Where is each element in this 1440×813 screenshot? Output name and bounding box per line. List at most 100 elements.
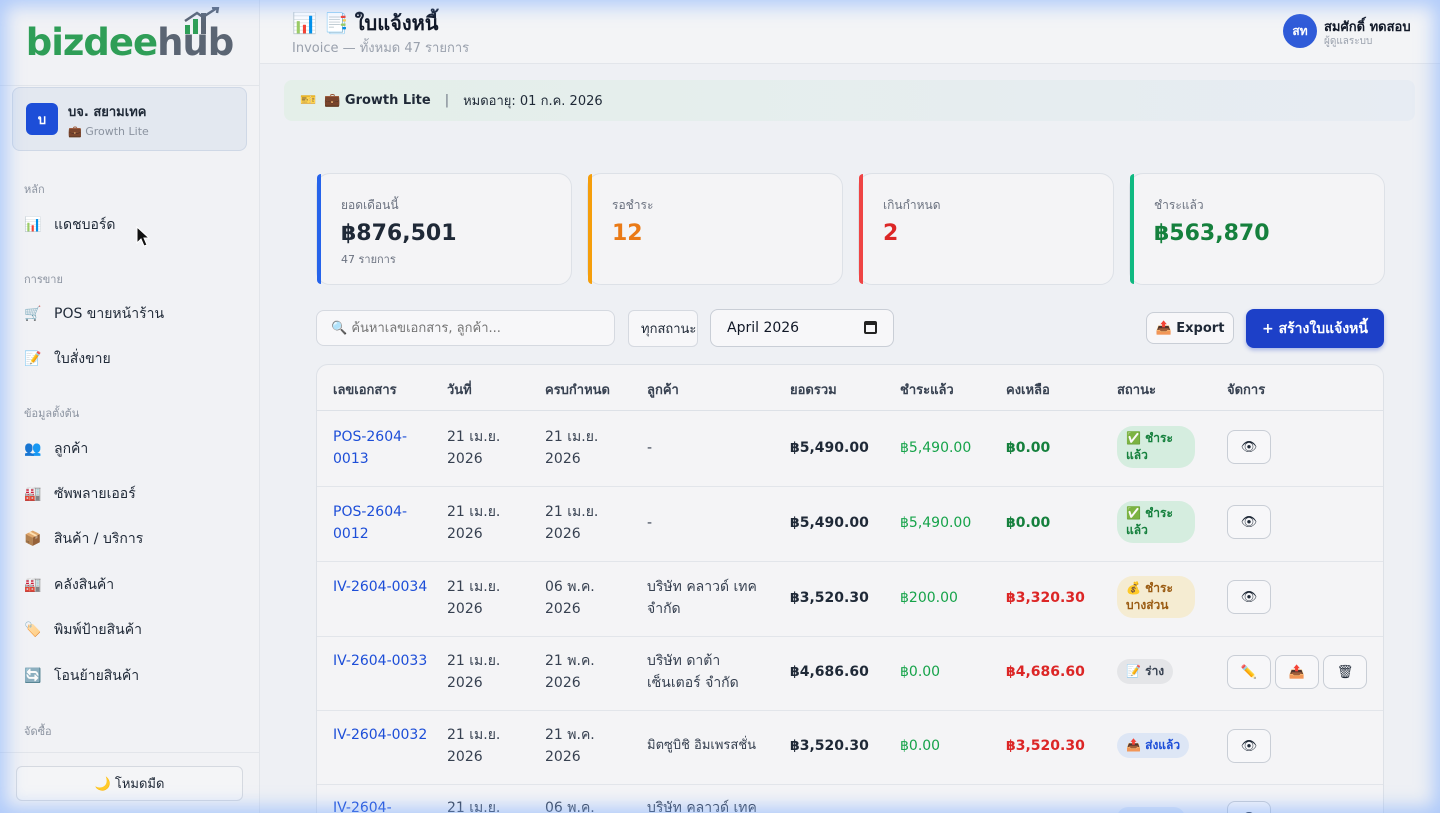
- stat-value: ฿876,501: [341, 221, 457, 246]
- eye-icon: 👁: [1240, 589, 1258, 605]
- view-button[interactable]: 👁: [1227, 801, 1271, 813]
- sidebar-item-warehouse[interactable]: 🏭 คลังสินค้า: [24, 570, 244, 600]
- doc-number-link[interactable]: IV-2604-0034: [333, 579, 428, 595]
- doc-number-link[interactable]: POS-2604-0012: [333, 504, 408, 542]
- org-switcher[interactable]: บ บจ. สยามเทค 💼 Growth Lite: [12, 87, 247, 151]
- sidebar-item-dashboard[interactable]: 📊 แดชบอร์ด: [24, 210, 244, 240]
- date-cell: 21 เม.ย. 2026: [447, 579, 501, 617]
- sidebar-item-suppliers[interactable]: 🏭 ซัพพลายเออร์: [24, 479, 244, 509]
- due-date-cell: 21 เม.ย. 2026: [545, 504, 599, 542]
- page-title: 📊 📑 ใบแจ้งหนี้: [292, 7, 438, 39]
- remaining-cell: ฿0.00: [1006, 440, 1051, 456]
- stat-card-pending: รอชำระ 12: [587, 173, 843, 285]
- column-header[interactable]: เลขเอกสาร: [333, 383, 397, 398]
- divider: |: [444, 93, 450, 108]
- view-button[interactable]: 👁: [1227, 729, 1271, 763]
- doc-number-link[interactable]: IV-2604-0033: [333, 653, 428, 669]
- edit-button[interactable]: ✏️: [1227, 655, 1271, 689]
- sidebar-item-pos[interactable]: 🛒 POS ขายหน้าร้าน: [24, 299, 244, 329]
- stat-value: ฿563,870: [1154, 221, 1270, 246]
- trash-icon: 🗑: [1336, 664, 1354, 680]
- growth-chart-icon: [184, 7, 220, 34]
- eye-icon: 👁: [1240, 439, 1258, 455]
- table-row[interactable]: IV-2604-0032 21 เม.ย. 2026 21 พ.ค. 2026 …: [317, 711, 1383, 785]
- sidebar-item-label: ลูกค้า: [54, 441, 89, 457]
- plan-name: 💼 Growth Lite: [324, 93, 431, 108]
- status-badge: ✅ ชำระแล้ว: [1117, 501, 1195, 543]
- paid-cell: ฿0.00: [900, 664, 941, 680]
- table-row[interactable]: IV-2604- 21 เม.ย. 06 พ.ค. บริษัท คลาวด์ …: [317, 785, 1383, 813]
- export-button[interactable]: 📤 Export: [1146, 312, 1234, 344]
- org-name: บจ. สยามเทค: [68, 104, 147, 120]
- nav-section-sales: การขาย: [24, 273, 63, 286]
- stat-value: 12: [612, 221, 643, 246]
- month-value: April 2026: [727, 320, 800, 336]
- due-date-cell: 06 พ.ค. 2026: [545, 579, 595, 617]
- calendar-icon[interactable]: [864, 321, 877, 334]
- column-header[interactable]: วันที่: [447, 383, 472, 398]
- date-cell: 21 เม.ย. 2026: [447, 653, 501, 691]
- transfer-icon: 🔄: [24, 668, 42, 684]
- doc-number-link[interactable]: POS-2604-0013: [333, 429, 408, 467]
- month-picker[interactable]: April 2026: [710, 309, 894, 347]
- stat-accent: [317, 174, 321, 284]
- status-badge: ✅ ชำระแล้ว: [1117, 426, 1195, 468]
- paid-cell: ฿200.00: [900, 590, 958, 606]
- table-row[interactable]: IV-2604-0033 21 เม.ย. 2026 21 พ.ค. 2026 …: [317, 637, 1383, 711]
- invoice-table: เลขเอกสาร วันที่ ครบกำหนด ลูกค้า ยอดรวม …: [316, 364, 1384, 813]
- doc-number-link[interactable]: IV-2604-: [333, 800, 392, 813]
- table-row[interactable]: POS-2604-0012 21 เม.ย. 2026 21 เม.ย. 202…: [317, 487, 1383, 562]
- delete-button[interactable]: 🗑: [1323, 655, 1367, 689]
- users-icon: 👥: [24, 441, 42, 457]
- status-filter-select[interactable]: ทุกสถานะ: [628, 310, 698, 347]
- sidebar-item-print-labels[interactable]: 🏷️ พิมพ์ป้ายสินค้า: [24, 615, 244, 645]
- nav-section-master: ข้อมูลตั้งต้น: [24, 407, 80, 420]
- table-row[interactable]: POS-2604-0013 21 เม.ย. 2026 21 เม.ย. 202…: [317, 411, 1383, 487]
- sidebar-item-stock-transfer[interactable]: 🔄 โอนย้ายสินค้า: [24, 661, 244, 691]
- stat-accent: [859, 174, 863, 284]
- stat-card-overdue: เกินกำหนด 2: [858, 173, 1114, 285]
- sidebar-item-sales-order[interactable]: 📝 ใบสั่งขาย: [24, 344, 244, 374]
- column-header[interactable]: ชำระแล้ว: [900, 383, 954, 398]
- sidebar-item-label: คลังสินค้า: [54, 577, 115, 593]
- create-invoice-button[interactable]: + สร้างใบแจ้งหนี้: [1246, 309, 1384, 348]
- customer-cell: บริษัท ดาต้า เซ็นเตอร์ จำกัด: [647, 653, 739, 691]
- plan-banner: 🎫 💼 Growth Lite | หมดอายุ: 01 ก.ค. 2026: [284, 80, 1415, 121]
- user-name[interactable]: สมศักดิ์ ทดสอบ: [1324, 20, 1411, 35]
- customer-cell: มิตซูบิชิ อิมเพรสชั่น: [647, 738, 757, 753]
- total-cell: ฿5,490.00: [790, 515, 869, 531]
- factory-icon: 🏭: [24, 486, 42, 502]
- pencil-icon: ✏️: [1240, 664, 1258, 680]
- status-badge: 📤 ส่งแล้ว: [1117, 733, 1190, 758]
- logo[interactable]: bizdeehub: [0, 0, 259, 86]
- factory-icon: 🏭: [24, 577, 42, 593]
- search-input[interactable]: [316, 310, 615, 346]
- avatar[interactable]: สท: [1283, 14, 1317, 48]
- column-header[interactable]: สถานะ: [1117, 383, 1156, 398]
- dark-mode-button[interactable]: 🌙 โหมดมืด: [16, 766, 243, 801]
- paid-cell: ฿5,490.00: [900, 440, 972, 456]
- table-header: เลขเอกสาร วันที่ ครบกำหนด ลูกค้า ยอดรวม …: [317, 365, 1383, 411]
- view-button[interactable]: 👁: [1227, 430, 1271, 464]
- send-button[interactable]: 📤: [1275, 655, 1319, 689]
- column-header[interactable]: ลูกค้า: [647, 383, 679, 398]
- column-header[interactable]: ยอดรวม: [790, 383, 837, 398]
- logo-part1: bizdee: [25, 21, 158, 64]
- plan-expiry: หมดอายุ: 01 ก.ค. 2026: [463, 94, 603, 109]
- cart-icon: 🛒: [24, 306, 42, 322]
- sidebar-item-products[interactable]: 📦 สินค้า / บริการ: [24, 524, 244, 554]
- table-row[interactable]: IV-2604-0034 21 เม.ย. 2026 06 พ.ค. 2026 …: [317, 562, 1383, 637]
- eye-icon: 👁: [1240, 514, 1258, 530]
- doc-number-link[interactable]: IV-2604-0032: [333, 727, 428, 743]
- sidebar-item-customers[interactable]: 👥 ลูกค้า: [24, 434, 244, 464]
- remaining-cell: ฿4,686.60: [1006, 664, 1085, 680]
- column-header[interactable]: ครบกำหนด: [545, 383, 610, 398]
- memo-icon: 📝: [24, 351, 42, 367]
- view-button[interactable]: 👁: [1227, 505, 1271, 539]
- sidebar-item-label: สินค้า / บริการ: [54, 531, 144, 547]
- total-cell: ฿5,490.00: [790, 440, 869, 456]
- status-badge: 💰 ชำระบางส่วน: [1117, 576, 1195, 618]
- date-cell: 21 เม.ย.: [447, 800, 501, 813]
- column-header[interactable]: คงเหลือ: [1006, 383, 1050, 398]
- view-button[interactable]: 👁: [1227, 580, 1271, 614]
